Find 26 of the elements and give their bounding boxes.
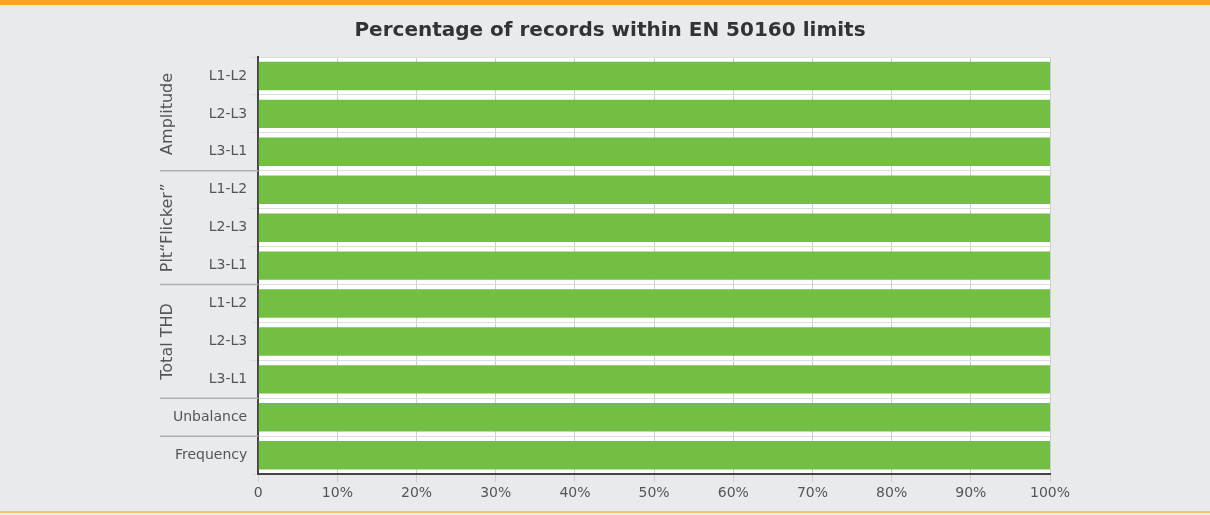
- x-tick-label: 20%: [401, 484, 433, 501]
- x-tick-label: 30%: [480, 484, 512, 501]
- y-tick-label: L3-L1: [208, 142, 248, 159]
- x-tick-label: 10%: [321, 484, 353, 501]
- y-tick-label: L3-L1: [208, 370, 248, 387]
- x-tick-label: 40%: [559, 484, 591, 501]
- x-tick-label: 80%: [876, 484, 908, 501]
- text: Plt“Flicker”: [157, 183, 177, 273]
- y-tick-label: L2-L3: [208, 104, 248, 121]
- x-tick-label: 100%: [1029, 484, 1071, 501]
- x-tick-label: 60%: [717, 484, 749, 501]
- x-tick-label: 50%: [638, 484, 670, 501]
- chart-title: Percentage of records within EN 50160 limits: [354, 17, 866, 42]
- y-tick-label: L3-L1: [208, 256, 248, 273]
- text: Total THD: [157, 303, 177, 381]
- y-tick-label: L1-L2: [208, 294, 248, 311]
- y-tick-label: L2-L3: [208, 218, 248, 235]
- y-tick-label: L2-L3: [208, 332, 248, 349]
- y-tick-label: L1-L2: [208, 66, 248, 83]
- y-tick-label: Unbalance: [172, 407, 248, 424]
- x-tick-label: 90%: [955, 484, 987, 501]
- x-tick-label: 0: [253, 484, 263, 501]
- x-tick-label: 70%: [796, 484, 829, 501]
- y-tick-label: L1-L2: [208, 180, 248, 197]
- text: Amplitude: [157, 72, 177, 155]
- y-tick-label: Frequency: [174, 445, 248, 462]
